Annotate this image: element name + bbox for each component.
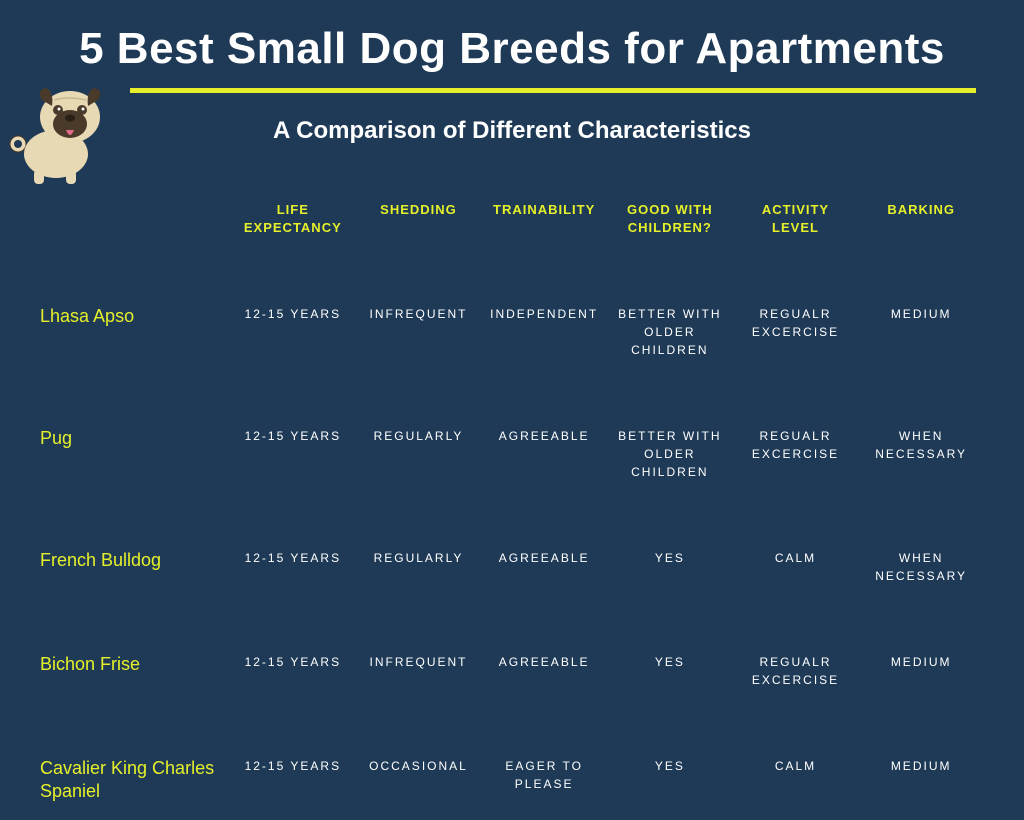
table-cell: 12-15 YEARS — [230, 531, 356, 603]
breed-name: Bichon Frise — [40, 635, 230, 707]
row-spacer — [40, 255, 230, 287]
row-spacer — [40, 377, 230, 409]
row-spacer — [230, 377, 356, 409]
table-cell: MEDIUM — [858, 635, 984, 707]
table-cell: AGREEABLE — [481, 409, 607, 499]
row-spacer — [40, 707, 230, 739]
table-cell: CALM — [733, 739, 859, 820]
table-cell: 12-15 YEARS — [230, 739, 356, 820]
column-header: ACTIVITY LEVEL — [733, 195, 859, 255]
row-spacer — [733, 255, 859, 287]
breed-name: Cavalier King Charles Spaniel — [40, 739, 230, 820]
row-spacer — [230, 707, 356, 739]
row-spacer — [356, 377, 482, 409]
row-spacer — [858, 499, 984, 531]
table-cell: REGUALR EXCERCISE — [733, 287, 859, 377]
table-cell: REGUALR EXCERCISE — [733, 635, 859, 707]
row-spacer — [733, 707, 859, 739]
row-spacer — [607, 377, 733, 409]
comparison-table: LIFE EXPECTANCYSHEDDINGTRAINABILITYGOOD … — [0, 195, 1024, 820]
table-cell: BETTER WITH OLDER CHILDREN — [607, 287, 733, 377]
row-spacer — [858, 377, 984, 409]
title-underline — [130, 88, 976, 93]
table-cell: 12-15 YEARS — [230, 635, 356, 707]
column-header: LIFE EXPECTANCY — [230, 195, 356, 255]
table-cell: AGREEABLE — [481, 531, 607, 603]
row-spacer — [40, 603, 230, 635]
row-spacer — [481, 603, 607, 635]
table-cell: REGUALR EXCERCISE — [733, 409, 859, 499]
row-spacer — [356, 255, 482, 287]
row-spacer — [607, 707, 733, 739]
row-spacer — [230, 603, 356, 635]
row-spacer — [858, 707, 984, 739]
row-spacer — [481, 377, 607, 409]
table-cell: 12-15 YEARS — [230, 409, 356, 499]
row-spacer — [733, 377, 859, 409]
row-spacer — [230, 255, 356, 287]
breed-name: French Bulldog — [40, 531, 230, 603]
column-header-empty — [40, 195, 230, 255]
table-cell: INFREQUENT — [356, 287, 482, 377]
table-cell: MEDIUM — [858, 287, 984, 377]
pug-icon — [8, 82, 118, 192]
table-cell: INFREQUENT — [356, 635, 482, 707]
column-header: SHEDDING — [356, 195, 482, 255]
row-spacer — [230, 499, 356, 531]
column-header: BARKING — [858, 195, 984, 255]
breed-name: Lhasa Apso — [40, 287, 230, 377]
row-spacer — [356, 707, 482, 739]
row-spacer — [356, 499, 482, 531]
row-spacer — [481, 707, 607, 739]
row-spacer — [733, 603, 859, 635]
table-cell: WHEN NECESSARY — [858, 409, 984, 499]
table-cell: BETTER WITH OLDER CHILDREN — [607, 409, 733, 499]
table-cell: 12-15 YEARS — [230, 287, 356, 377]
table-cell: MEDIUM — [858, 739, 984, 820]
row-spacer — [858, 255, 984, 287]
row-spacer — [607, 603, 733, 635]
table-cell: EAGER TO PLEASE — [481, 739, 607, 820]
table-cell: CALM — [733, 531, 859, 603]
row-spacer — [481, 499, 607, 531]
table-cell: OCCASIONAL — [356, 739, 482, 820]
row-spacer — [481, 255, 607, 287]
table-cell: INDEPENDENT — [481, 287, 607, 377]
breed-name: Pug — [40, 409, 230, 499]
table-cell: YES — [607, 531, 733, 603]
column-header: GOOD WITH CHILDREN? — [607, 195, 733, 255]
row-spacer — [607, 499, 733, 531]
table-cell: WHEN NECESSARY — [858, 531, 984, 603]
row-spacer — [733, 499, 859, 531]
row-spacer — [607, 255, 733, 287]
row-spacer — [356, 603, 482, 635]
row-spacer — [40, 499, 230, 531]
table-cell: YES — [607, 739, 733, 820]
table-cell: AGREEABLE — [481, 635, 607, 707]
page-title: 5 Best Small Dog Breeds for Apartments — [0, 0, 1024, 74]
row-spacer — [858, 603, 984, 635]
table-cell: REGULARLY — [356, 409, 482, 499]
table-cell: YES — [607, 635, 733, 707]
table-cell: REGULARLY — [356, 531, 482, 603]
column-header: TRAINABILITY — [481, 195, 607, 255]
page-subtitle: A Comparison of Different Characteristic… — [0, 117, 1024, 145]
